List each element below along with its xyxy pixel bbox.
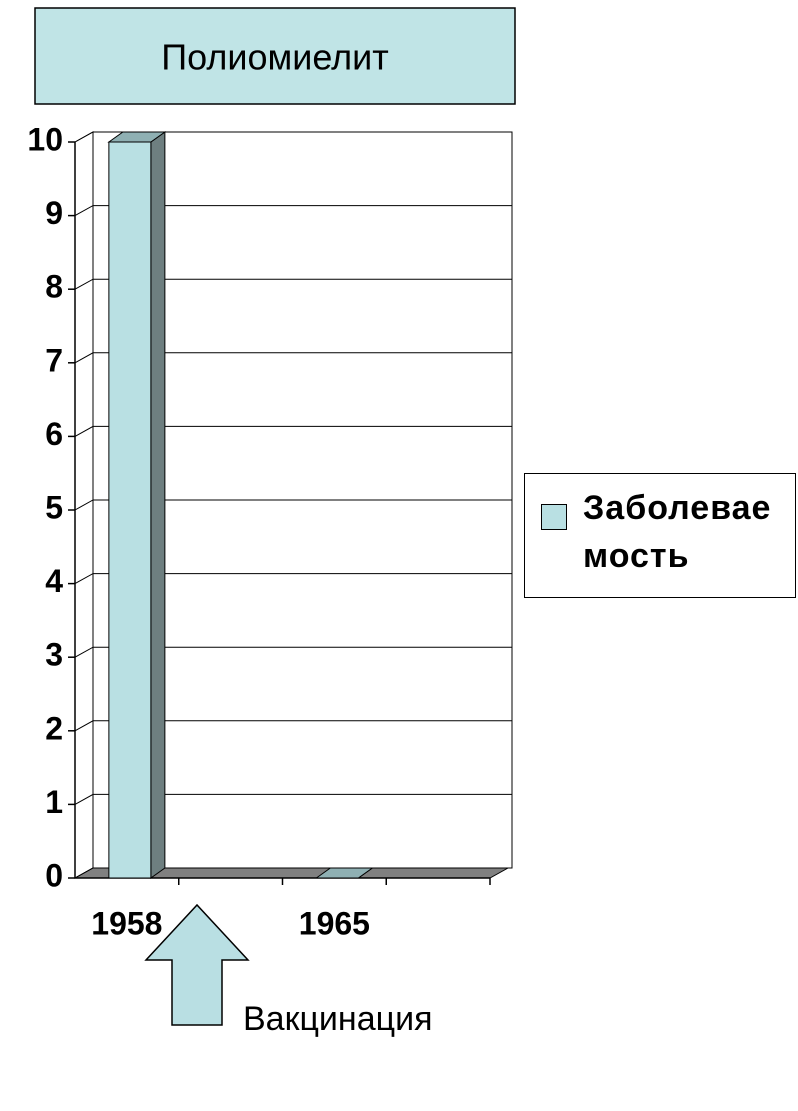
grid-line (74, 278, 512, 290)
legend: Заболеваемость (524, 473, 796, 598)
grid-line (74, 205, 512, 217)
bar-side (150, 131, 166, 879)
y-tick-label: 10 (27, 121, 63, 157)
legend-label: Заболеваемость (583, 489, 772, 575)
title-box (34, 7, 516, 105)
y-tick-label: 0 (45, 857, 63, 893)
y-tick-label: 1 (45, 784, 63, 820)
arrow (144, 903, 250, 1026)
y-tick-label: 9 (45, 195, 63, 231)
grid-line (74, 573, 512, 585)
y-tick-label: 5 (45, 489, 63, 525)
y-tick-label: 6 (45, 416, 63, 452)
grid-line (74, 646, 512, 658)
y-tick-label: 3 (45, 637, 63, 673)
x-tick-label: 1958 (91, 905, 162, 941)
y-tick-label: 7 (45, 342, 63, 378)
bar (107, 131, 167, 879)
grid-line (74, 793, 512, 805)
grid-line (74, 352, 512, 364)
grid-line (74, 720, 512, 732)
grid-line (74, 499, 512, 511)
grid-line (74, 425, 512, 437)
bar-front (108, 141, 152, 879)
legend-swatch (541, 504, 567, 530)
chart-title: Полиомиелит (161, 37, 389, 78)
grid-line (74, 131, 512, 143)
x-tick-label: 1965 (299, 905, 370, 941)
y-tick-label: 2 (45, 710, 63, 746)
annotation: Вакцинация (243, 1000, 433, 1038)
y-tick-label: 8 (45, 269, 63, 305)
bar (314, 867, 374, 879)
y-tick-label: 4 (45, 563, 63, 599)
